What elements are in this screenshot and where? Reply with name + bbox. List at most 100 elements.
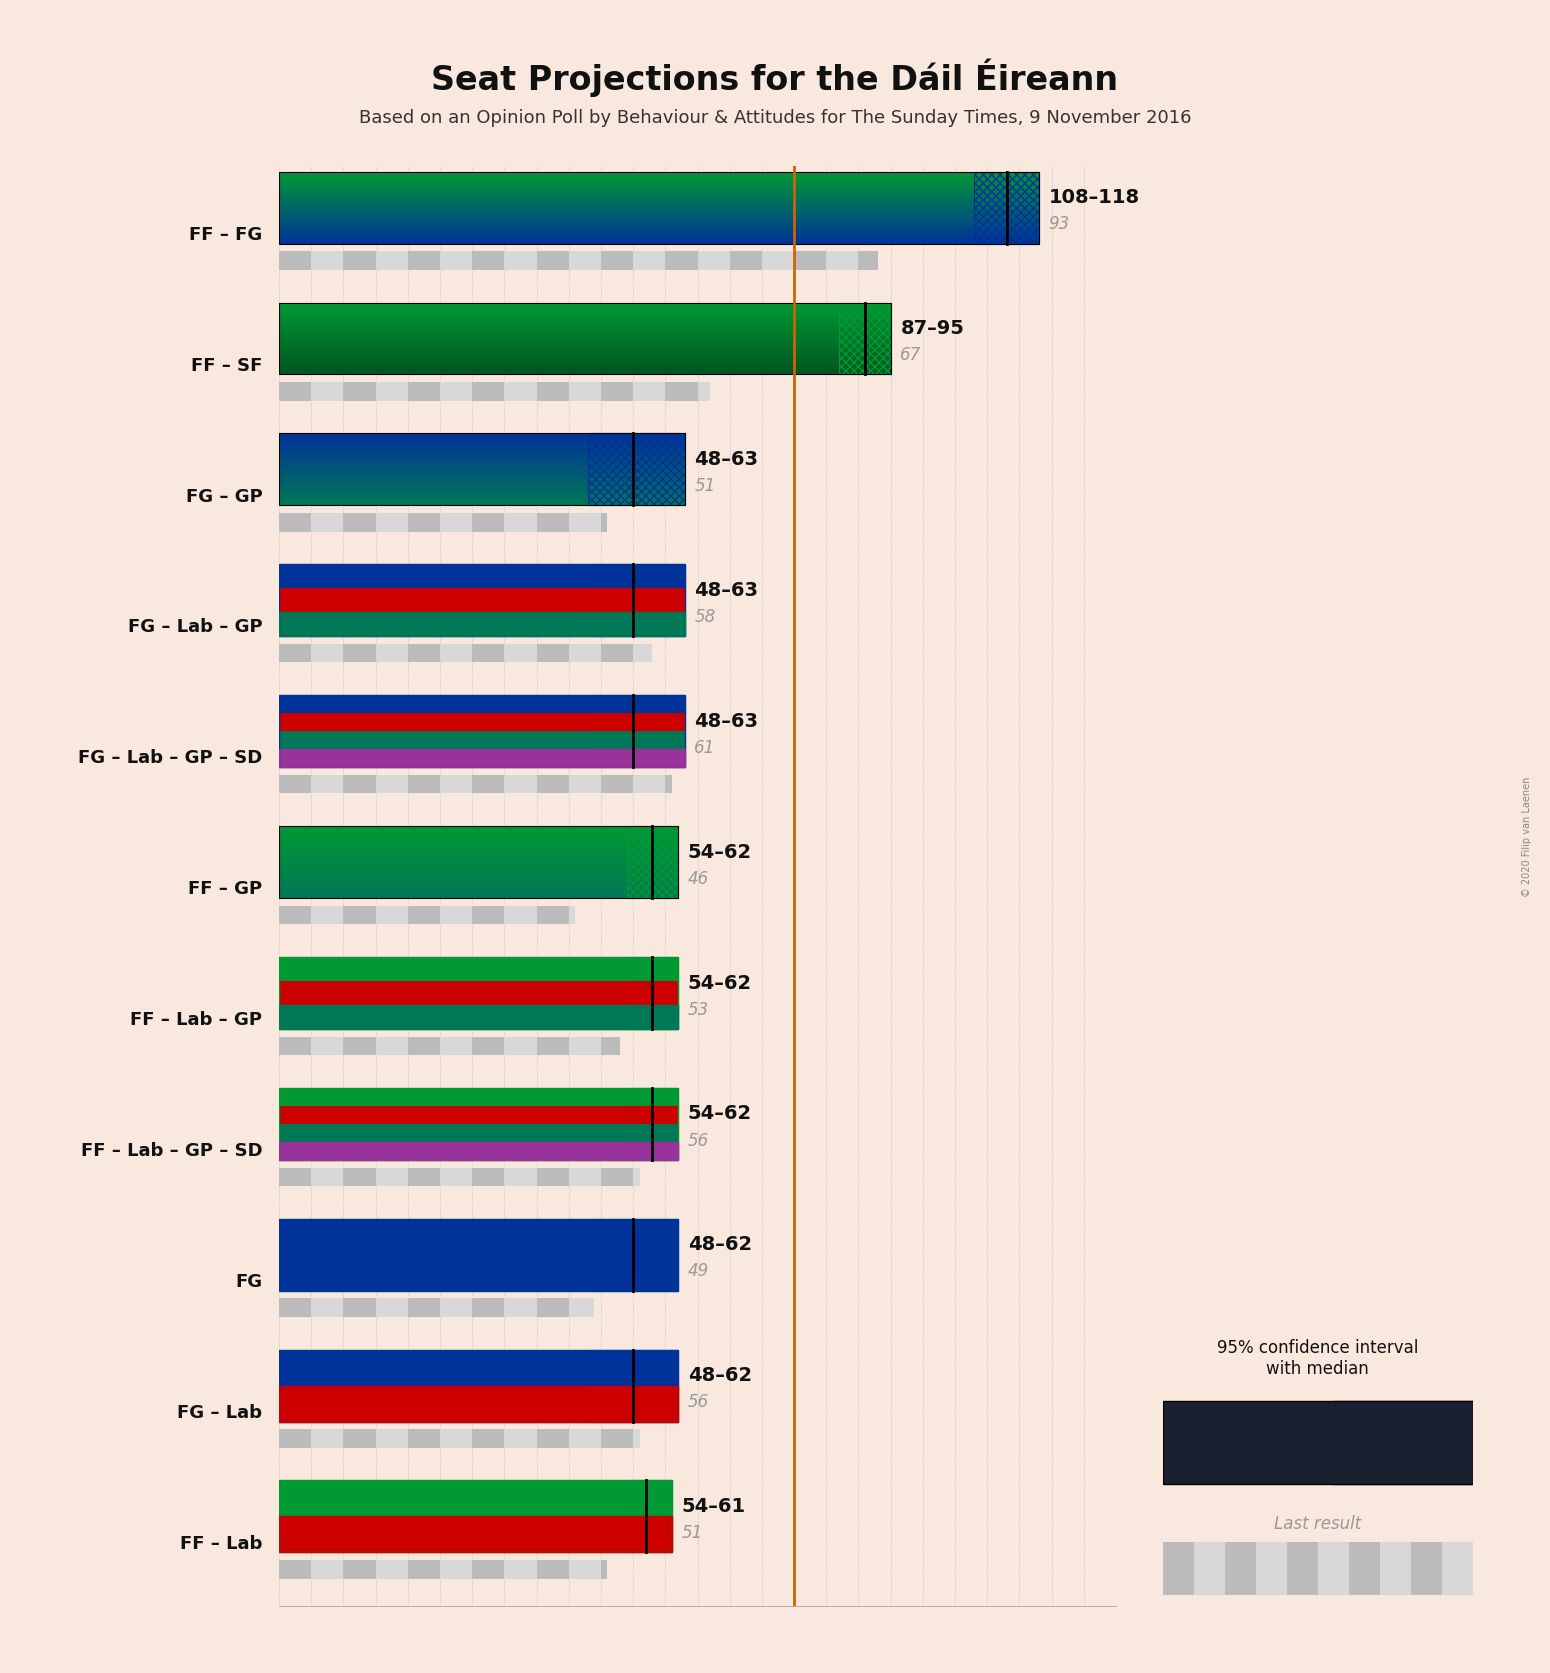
Bar bbox=[408, 776, 440, 793]
Bar bbox=[536, 1429, 569, 1447]
Bar bbox=[408, 644, 440, 663]
Bar bbox=[375, 776, 408, 793]
Bar bbox=[440, 1561, 473, 1579]
Bar bbox=[473, 644, 504, 663]
Bar bbox=[569, 1037, 601, 1056]
Bar bbox=[601, 1561, 608, 1579]
Bar bbox=[569, 907, 575, 925]
Bar bbox=[601, 383, 632, 402]
Bar bbox=[504, 514, 536, 532]
Bar bbox=[473, 514, 504, 532]
Bar bbox=[626, 1124, 679, 1143]
Bar bbox=[279, 1168, 312, 1186]
Bar bbox=[375, 1561, 408, 1579]
Text: 67: 67 bbox=[901, 346, 922, 365]
Bar bbox=[504, 253, 536, 271]
Bar bbox=[632, 1168, 640, 1186]
Bar bbox=[440, 907, 473, 925]
Bar bbox=[408, 1037, 440, 1056]
Text: 54–62: 54–62 bbox=[688, 842, 752, 862]
Bar bbox=[536, 383, 569, 402]
Bar bbox=[504, 644, 536, 663]
Bar bbox=[375, 383, 408, 402]
Bar bbox=[375, 1298, 408, 1317]
Bar bbox=[312, 1168, 344, 1186]
Bar bbox=[375, 514, 408, 532]
Bar bbox=[279, 1143, 679, 1159]
Bar bbox=[344, 776, 375, 793]
Bar bbox=[279, 1213, 1116, 1345]
Bar bbox=[587, 696, 685, 714]
Bar bbox=[408, 907, 440, 925]
Bar bbox=[440, 776, 473, 793]
Bar bbox=[632, 253, 665, 271]
Bar bbox=[279, 1298, 312, 1317]
Bar bbox=[279, 433, 685, 505]
Bar bbox=[794, 253, 826, 271]
Bar bbox=[344, 514, 375, 532]
Bar bbox=[279, 560, 1116, 691]
Text: 48–63: 48–63 bbox=[694, 450, 758, 468]
Bar bbox=[1333, 1402, 1472, 1484]
Bar bbox=[569, 383, 601, 402]
Bar bbox=[536, 907, 569, 925]
Bar bbox=[626, 1087, 679, 1106]
Bar bbox=[312, 776, 344, 793]
Bar bbox=[626, 1481, 671, 1516]
Text: 108–118: 108–118 bbox=[1048, 189, 1139, 207]
Bar bbox=[601, 1429, 632, 1447]
Bar bbox=[504, 1168, 536, 1186]
Bar bbox=[536, 776, 569, 793]
Bar bbox=[473, 776, 504, 793]
Text: 53: 53 bbox=[688, 1000, 708, 1019]
Bar bbox=[1410, 1543, 1442, 1594]
Bar bbox=[626, 1005, 679, 1029]
Bar bbox=[504, 907, 536, 925]
Bar bbox=[536, 514, 569, 532]
Bar bbox=[626, 982, 679, 1005]
Bar bbox=[536, 644, 569, 663]
Bar bbox=[344, 253, 375, 271]
Bar bbox=[312, 514, 344, 532]
Bar bbox=[279, 826, 679, 898]
Bar bbox=[601, 776, 632, 793]
Bar bbox=[536, 1298, 569, 1317]
Bar bbox=[440, 1037, 473, 1056]
Bar bbox=[698, 383, 710, 402]
Bar bbox=[344, 644, 375, 663]
Bar bbox=[587, 565, 685, 589]
Bar bbox=[1318, 1543, 1348, 1594]
Text: 61: 61 bbox=[694, 738, 716, 756]
Bar bbox=[632, 1429, 640, 1447]
Bar bbox=[587, 1220, 679, 1292]
Bar bbox=[473, 1298, 504, 1317]
Bar bbox=[440, 383, 473, 402]
Bar bbox=[312, 1561, 344, 1579]
Bar bbox=[375, 1037, 408, 1056]
Bar bbox=[626, 1143, 679, 1159]
Bar bbox=[665, 776, 671, 793]
Bar bbox=[587, 433, 685, 505]
Bar bbox=[279, 1005, 679, 1029]
Bar bbox=[1442, 1543, 1472, 1594]
Bar bbox=[344, 383, 375, 402]
Bar bbox=[279, 1220, 679, 1292]
Bar bbox=[279, 644, 312, 663]
Text: 48–63: 48–63 bbox=[694, 581, 758, 599]
Text: 54–62: 54–62 bbox=[688, 974, 752, 992]
Bar bbox=[440, 253, 473, 271]
Bar bbox=[763, 253, 794, 271]
Bar bbox=[279, 776, 312, 793]
Bar bbox=[1333, 1402, 1472, 1484]
Text: 95% confidence interval
with median: 95% confidence interval with median bbox=[1217, 1338, 1418, 1377]
Bar bbox=[279, 1481, 671, 1553]
Bar bbox=[375, 1429, 408, 1447]
Bar bbox=[279, 298, 1116, 428]
Bar bbox=[569, 1429, 601, 1447]
Bar bbox=[601, 1168, 632, 1186]
Bar bbox=[440, 1298, 473, 1317]
Bar bbox=[587, 714, 685, 731]
Bar bbox=[408, 514, 440, 532]
Bar bbox=[626, 1516, 671, 1553]
Bar bbox=[473, 1561, 504, 1579]
